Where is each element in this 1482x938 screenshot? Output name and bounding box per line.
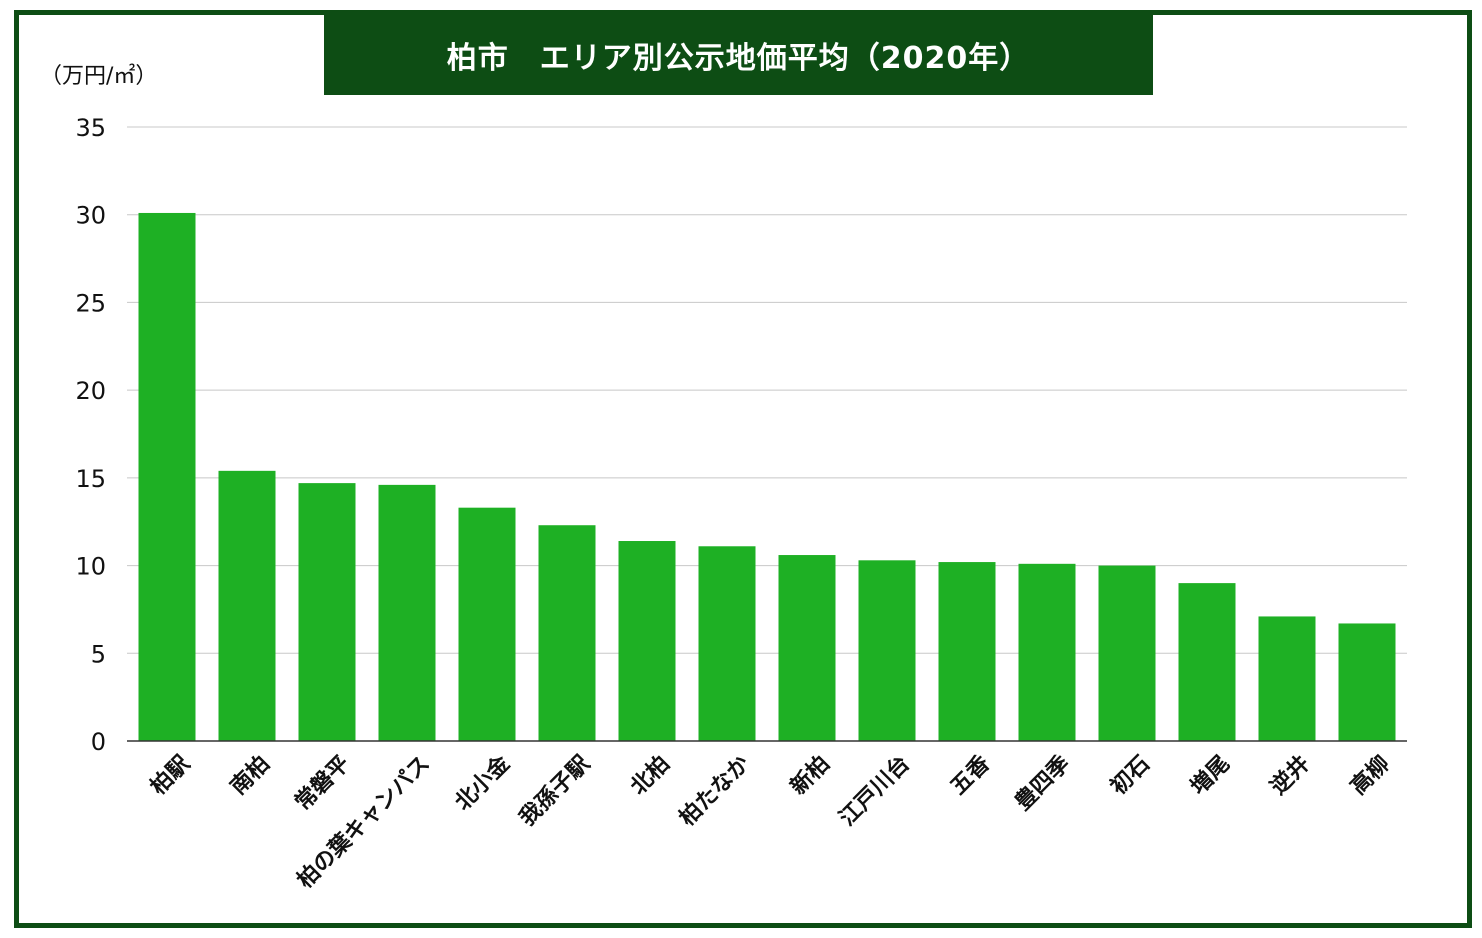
x-tick-label: 五香 <box>946 751 995 800</box>
y-tick-label: 5 <box>91 640 106 668</box>
bar <box>458 507 516 741</box>
y-tick-label: 15 <box>75 465 106 493</box>
x-tick-label: 柏駅 <box>145 751 195 801</box>
chart-title: 柏市 エリア別公示地価平均（2020年） <box>324 14 1153 95</box>
x-tick-label-text: 柏の葉キャンパス <box>292 751 435 894</box>
x-tick-label: 柏たなか <box>674 751 755 832</box>
bar <box>778 555 836 741</box>
bar <box>858 560 916 741</box>
x-tick-label: 新柏 <box>785 751 835 801</box>
bar <box>1338 623 1396 741</box>
x-tick-label-text: 江戸川台 <box>834 751 915 832</box>
x-tick-label: 高柳 <box>1345 751 1395 801</box>
x-tick-label: 逆井 <box>1265 751 1315 801</box>
x-tick-label-text: 増尾 <box>1185 751 1235 801</box>
bars <box>138 212 1396 741</box>
y-tick-label: 10 <box>75 553 106 581</box>
bar <box>1018 563 1076 741</box>
x-tick-label: 北柏 <box>625 751 675 801</box>
y-axis-unit-label: （万円/㎡） <box>40 64 158 89</box>
x-tick-label-text: 南柏 <box>225 751 275 801</box>
y-tick-label: 35 <box>75 114 106 142</box>
x-tick-label: 南柏 <box>225 751 275 801</box>
bar <box>1178 583 1236 741</box>
x-tick-label-text: 北小金 <box>450 750 516 816</box>
bar <box>938 562 996 741</box>
chart-frame <box>14 10 1472 928</box>
y-axis-ticks: 0 5 10 15 20 25 30 35 <box>75 114 106 756</box>
x-axis-category-labels: 柏駅 南柏 常磐平柏の葉キャンパス 北小金 我孫子駅 北柏 柏たなか 新柏 江戸川台 五香 豊四季初… <box>145 750 1395 894</box>
x-tick-label-text: 豊四季 <box>1010 751 1075 816</box>
x-tick-label-text: 逆井 <box>1265 751 1315 801</box>
bar <box>698 546 756 741</box>
x-tick-label: 江戸川台 <box>834 751 915 832</box>
x-tick-label-text: 高柳 <box>1345 751 1395 801</box>
x-tick-label: 我孫子駅 <box>514 751 595 832</box>
x-tick-label: 北小金 <box>450 750 516 816</box>
bar <box>1098 565 1156 741</box>
x-tick-label-text: 柏たなか <box>674 751 755 832</box>
x-tick-label-text: 我孫子駅 <box>514 751 595 832</box>
x-tick-label-text: 五香 <box>946 751 995 800</box>
y-tick-label: 20 <box>75 377 106 405</box>
x-tick-label-text: 新柏 <box>785 751 835 801</box>
x-tick-label-text: 柏駅 <box>145 751 195 801</box>
bar <box>618 541 676 741</box>
bar <box>298 483 356 741</box>
x-tick-label: 初石 <box>1105 751 1155 801</box>
x-tick-label: 柏の葉キャンパス <box>292 751 435 894</box>
x-tick-label-text: 北柏 <box>625 751 675 801</box>
bar <box>218 470 276 741</box>
x-tick-label-text: 初石 <box>1105 751 1155 801</box>
bar <box>378 484 436 741</box>
x-tick-label-text: 常磐平 <box>290 751 355 816</box>
y-tick-label: 25 <box>75 289 106 317</box>
x-tick-label: 常磐平 <box>290 751 355 816</box>
y-tick-label: 30 <box>75 202 106 230</box>
x-tick-label: 増尾 <box>1185 751 1235 801</box>
y-tick-label: 0 <box>91 728 106 756</box>
bar <box>1258 616 1316 741</box>
bar <box>138 212 196 741</box>
bar <box>538 525 596 741</box>
x-tick-label: 豊四季 <box>1010 751 1075 816</box>
